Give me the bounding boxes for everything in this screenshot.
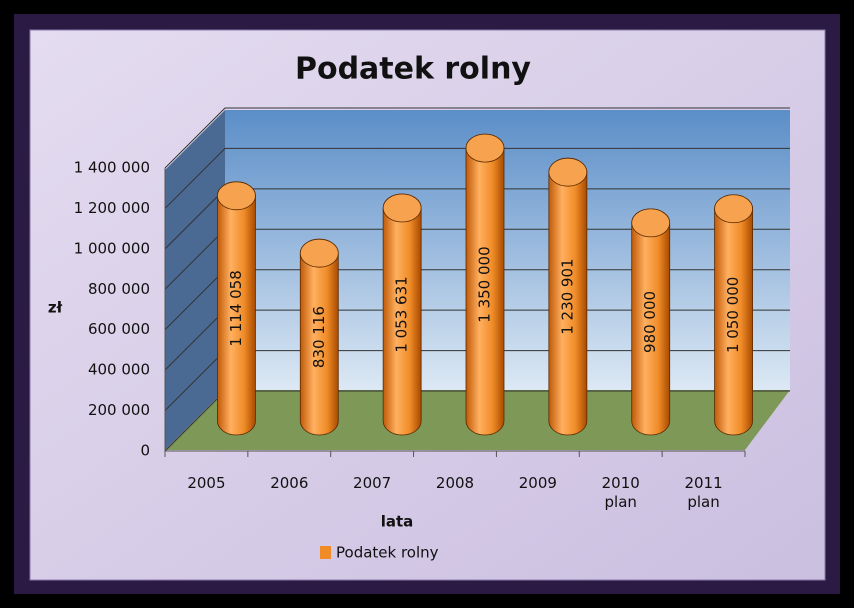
value-label: 1 053 631 (393, 276, 411, 352)
x-tick-label: 2010 plan (601, 474, 640, 511)
chart-title: Podatek rolny (295, 52, 531, 87)
value-label: 1 114 058 (227, 270, 245, 346)
bar-top (465, 133, 505, 163)
grid-line (164, 147, 790, 209)
y-axis-label: zł (48, 299, 63, 317)
y-tick-label: 1 000 000 (74, 239, 150, 257)
y-tick-label: 800 000 (88, 280, 150, 298)
x-tick-label: 2006 (270, 474, 309, 492)
bar-top (217, 181, 256, 211)
legend-swatch (320, 546, 331, 559)
x-tick-label: 2009 (518, 474, 557, 492)
x-axis-label: lata (381, 513, 414, 531)
bar-top (299, 238, 339, 268)
bar-top (631, 208, 671, 238)
y-tick-label: 1 200 000 (74, 199, 150, 217)
value-label: 1 050 000 (724, 277, 742, 353)
x-tick-label: 2008 (435, 474, 475, 492)
y-tick-label: 1 400 000 (74, 159, 150, 177)
value-label: 980 000 (641, 291, 659, 353)
value-label: 1 230 901 (558, 258, 576, 334)
x-tick-label: 2011 plan (684, 474, 723, 511)
bar-top (548, 157, 588, 187)
bar-top (382, 193, 422, 223)
y-tick-label: 200 000 (88, 401, 150, 419)
x-tick-label: 2007 (353, 474, 392, 492)
value-label: 830 116 (310, 306, 328, 368)
grid-line (164, 107, 790, 169)
legend-label: Podatek rolny (336, 544, 439, 562)
x-tick-label: 2005 (187, 474, 226, 492)
bar-top (714, 194, 753, 224)
y-tick-label: 400 000 (88, 361, 150, 379)
value-label: 1 350 000 (476, 246, 494, 322)
y-tick-label: 0 (140, 442, 150, 460)
y-tick-label: 600 000 (88, 320, 150, 338)
